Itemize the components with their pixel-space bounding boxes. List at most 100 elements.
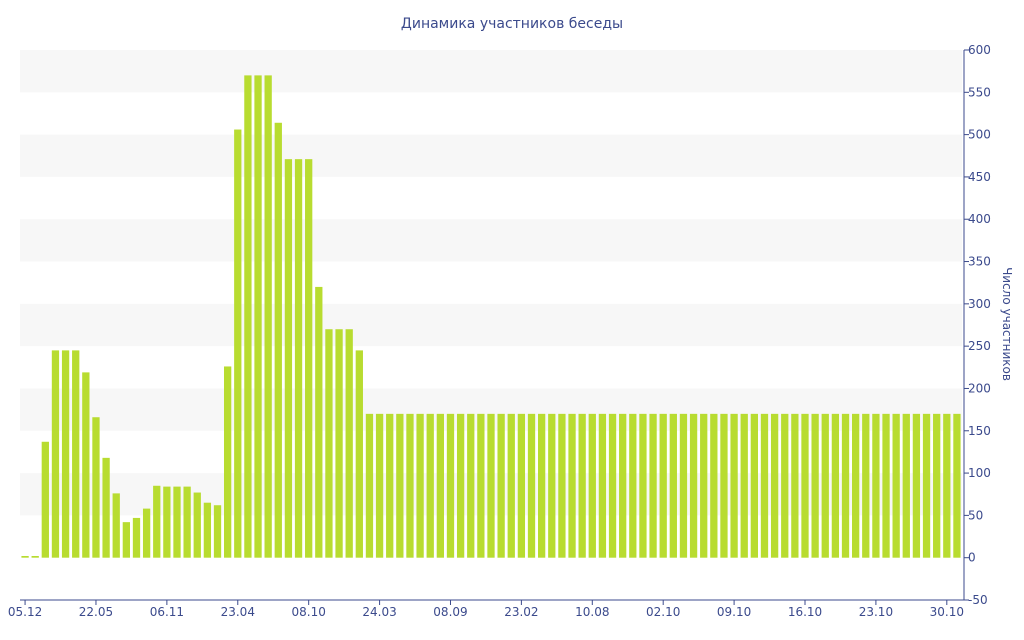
- bar[interactable]: [487, 413, 495, 558]
- bar[interactable]: [760, 413, 769, 558]
- bar[interactable]: [467, 413, 475, 558]
- bar[interactable]: [730, 413, 738, 558]
- bar[interactable]: [639, 413, 647, 558]
- bar[interactable]: [264, 75, 272, 558]
- bar[interactable]: [213, 505, 222, 558]
- bar[interactable]: [315, 286, 323, 558]
- bar[interactable]: [700, 413, 708, 558]
- x-tick-label: 05.12: [8, 605, 42, 619]
- bar[interactable]: [933, 413, 941, 558]
- bar[interactable]: [517, 413, 526, 558]
- bar[interactable]: [598, 413, 607, 558]
- bar[interactable]: [355, 350, 363, 558]
- bar[interactable]: [203, 502, 212, 558]
- bar[interactable]: [568, 413, 576, 558]
- bar[interactable]: [396, 413, 404, 558]
- bar[interactable]: [608, 413, 617, 558]
- bars: [21, 75, 961, 558]
- bar[interactable]: [21, 556, 29, 558]
- bar[interactable]: [943, 413, 951, 558]
- bar[interactable]: [375, 413, 384, 558]
- bar[interactable]: [234, 129, 242, 558]
- bar[interactable]: [51, 350, 60, 558]
- bar[interactable]: [254, 75, 262, 558]
- bar[interactable]: [841, 413, 850, 558]
- bar[interactable]: [426, 413, 434, 558]
- bar[interactable]: [82, 372, 90, 558]
- bar[interactable]: [669, 413, 677, 558]
- bar[interactable]: [305, 159, 313, 558]
- bar[interactable]: [902, 413, 910, 558]
- bar[interactable]: [386, 413, 394, 558]
- bar[interactable]: [892, 413, 900, 558]
- bar[interactable]: [406, 413, 414, 558]
- bar[interactable]: [852, 413, 860, 558]
- bar[interactable]: [31, 556, 39, 558]
- bar[interactable]: [446, 413, 455, 558]
- bar[interactable]: [558, 413, 566, 558]
- bar[interactable]: [183, 486, 191, 558]
- bar[interactable]: [578, 413, 586, 558]
- bar[interactable]: [224, 366, 232, 558]
- bar[interactable]: [770, 413, 779, 558]
- bar[interactable]: [92, 417, 100, 558]
- bar[interactable]: [831, 413, 840, 558]
- bar[interactable]: [416, 413, 424, 558]
- bar[interactable]: [122, 522, 130, 558]
- y-tick-label: 500: [968, 128, 991, 142]
- bar[interactable]: [811, 413, 819, 558]
- bar[interactable]: [61, 350, 70, 558]
- bar[interactable]: [588, 413, 596, 558]
- bar[interactable]: [801, 413, 809, 558]
- bar[interactable]: [244, 75, 252, 558]
- bar[interactable]: [548, 413, 556, 558]
- x-tick-label: 08.09: [433, 605, 467, 619]
- bar[interactable]: [173, 486, 181, 558]
- bar[interactable]: [335, 329, 343, 558]
- bar[interactable]: [720, 413, 728, 558]
- bar[interactable]: [882, 413, 890, 558]
- bar[interactable]: [477, 413, 485, 558]
- bar[interactable]: [710, 413, 718, 558]
- bar[interactable]: [953, 413, 961, 558]
- bar[interactable]: [862, 413, 870, 558]
- bar[interactable]: [365, 413, 374, 558]
- bar[interactable]: [41, 441, 49, 558]
- bar[interactable]: [325, 329, 333, 558]
- bar[interactable]: [497, 413, 505, 558]
- x-tick-label: 02.10: [646, 605, 680, 619]
- bar[interactable]: [912, 413, 921, 558]
- bar[interactable]: [284, 159, 293, 558]
- bar[interactable]: [456, 413, 465, 558]
- bar[interactable]: [294, 159, 303, 558]
- bar[interactable]: [689, 413, 698, 558]
- bar[interactable]: [163, 486, 171, 558]
- bar[interactable]: [679, 413, 688, 558]
- bar[interactable]: [872, 413, 880, 558]
- bar[interactable]: [791, 413, 799, 558]
- bar[interactable]: [629, 413, 637, 558]
- y-axis-label: Число участников: [1000, 267, 1014, 381]
- bar[interactable]: [922, 413, 931, 558]
- bar[interactable]: [112, 493, 120, 558]
- bar[interactable]: [619, 413, 627, 558]
- bar[interactable]: [72, 350, 80, 558]
- bar[interactable]: [649, 413, 657, 558]
- bar[interactable]: [750, 413, 758, 558]
- bar[interactable]: [507, 413, 515, 558]
- bar[interactable]: [153, 485, 161, 558]
- bar[interactable]: [821, 413, 829, 558]
- bar[interactable]: [659, 413, 667, 558]
- bar[interactable]: [345, 329, 353, 558]
- bar[interactable]: [436, 413, 444, 558]
- bar[interactable]: [193, 492, 201, 558]
- bar[interactable]: [527, 413, 536, 558]
- bar[interactable]: [781, 413, 789, 558]
- bar[interactable]: [274, 122, 282, 558]
- bar[interactable]: [538, 413, 546, 558]
- bar[interactable]: [102, 457, 110, 558]
- bar[interactable]: [132, 517, 141, 558]
- bar[interactable]: [142, 508, 151, 558]
- bar[interactable]: [740, 413, 748, 558]
